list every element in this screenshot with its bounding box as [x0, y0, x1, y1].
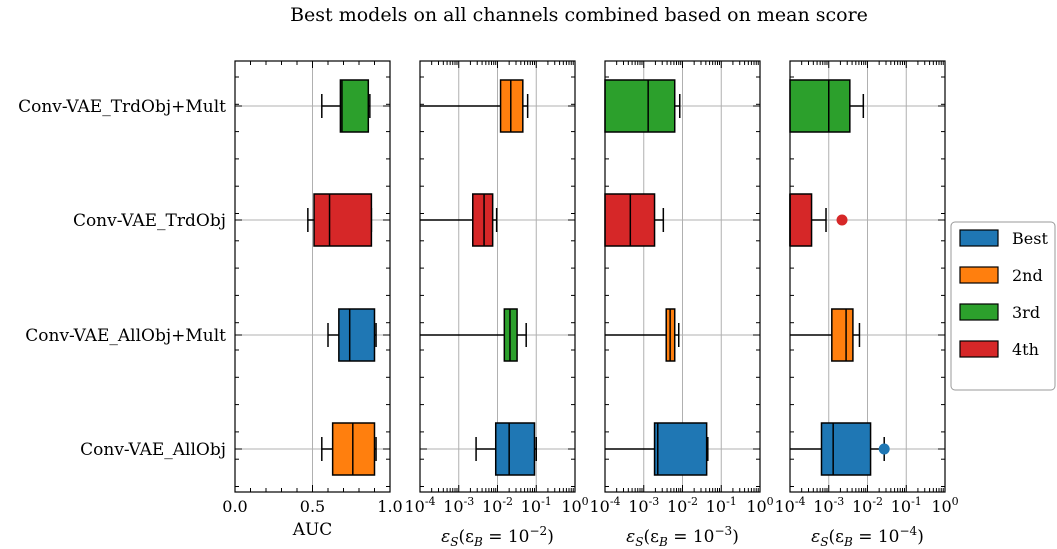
- panel: 10-4 10-3 10-2 10-1 100 εS(εB = 10−4): [774, 60, 959, 549]
- box-iqr: [789, 193, 813, 247]
- x-axis-label-part: ε: [441, 527, 450, 547]
- tick-label: 10-2: [667, 495, 698, 516]
- x-axis-label-part: S: [820, 535, 828, 549]
- legend: Best 2nd 3rd 4th: [950, 221, 1056, 391]
- x-axis-label-part: (ε: [644, 527, 660, 547]
- tick-label: 10-3: [443, 495, 474, 516]
- x-axis-label-part: ε: [626, 527, 635, 547]
- legend-swatch: [959, 340, 999, 358]
- x-axis-label-part: ): [917, 527, 924, 547]
- legend-label: Best: [1012, 229, 1048, 248]
- box-Conv-VAE_AllObj: [605, 422, 709, 476]
- x-axis-label: εS(εB = 10−3): [626, 524, 739, 549]
- box-Conv-VAE_AllObj: [475, 422, 537, 476]
- x-axis-label-part: ): [732, 527, 739, 547]
- box-Conv-VAE_AllObj+Mult: [327, 308, 377, 362]
- x-axis-label-part: −2: [529, 524, 547, 538]
- chart-title: Best models on all channels combined bas…: [290, 4, 868, 26]
- legend-swatch: [959, 266, 999, 284]
- category-label: Conv-VAE_AllObj+Mult: [25, 326, 226, 346]
- tick-label: 1.0: [377, 497, 402, 516]
- x-axis-label-part: B: [473, 535, 483, 549]
- box-Conv-VAE_TrdObj: [789, 193, 848, 247]
- legend-label: 2nd: [1012, 266, 1043, 285]
- box-iqr: [653, 422, 708, 476]
- box-iqr: [472, 193, 494, 247]
- x-axis-label-part: B: [658, 535, 668, 549]
- box-Conv-VAE_AllObj: [790, 422, 890, 476]
- tick-label: 10-3: [628, 495, 659, 516]
- panel: 0.0 0.5 1.0 AUC: [222, 60, 403, 540]
- legend-swatch: [959, 303, 999, 321]
- x-axis-label-part: = 10: [483, 527, 530, 547]
- x-axis-label-part: −3: [714, 524, 732, 538]
- box-Conv-VAE_AllObj+Mult: [790, 308, 861, 362]
- tick-label: 10-2: [852, 495, 883, 516]
- outlier-point: [836, 214, 848, 226]
- axes-frame: [604, 60, 761, 493]
- x-axis-label-part: S: [635, 535, 643, 549]
- tick-label: 10-1: [891, 495, 922, 516]
- tick-label: 0.0: [222, 497, 247, 516]
- x-axis-label-part: S: [450, 535, 458, 549]
- box-iqr: [831, 308, 854, 362]
- box-iqr: [789, 79, 851, 133]
- tick-label: 10-4: [774, 495, 805, 516]
- legend-label: 3rd: [1012, 303, 1040, 322]
- box-iqr: [313, 193, 373, 247]
- x-axis-label-part: (ε: [829, 527, 845, 547]
- box-Conv-VAE_TrdObj+Mult: [604, 79, 681, 133]
- box-Conv-VAE_AllObj+Mult: [605, 308, 680, 362]
- tick-label: 0.5: [300, 497, 325, 516]
- axes-frame: [419, 60, 576, 493]
- box-Conv-VAE_TrdObj+Mult: [789, 79, 865, 133]
- box-Conv-VAE_TrdObj: [307, 193, 373, 247]
- x-axis-label-part: (ε: [459, 527, 475, 547]
- x-axis-label-part: = 10: [853, 527, 900, 547]
- box-Conv-VAE_TrdObj+Mult: [321, 79, 371, 133]
- legend-swatch: [959, 229, 999, 247]
- box-Conv-VAE_TrdObj: [420, 193, 498, 247]
- box-iqr: [339, 79, 370, 133]
- box-iqr: [820, 422, 872, 476]
- tick-label: 10-4: [404, 495, 435, 516]
- box-iqr: [604, 79, 676, 133]
- category-label: Conv-VAE_AllObj: [80, 440, 226, 460]
- panel: 10-4 10-3 10-2 10-1 100 εS(εB = 10−2): [404, 60, 589, 549]
- box-Conv-VAE_AllObj+Mult: [420, 308, 527, 362]
- x-axis-label: εS(εB = 10−4): [811, 524, 924, 549]
- category-label: Conv-VAE_TrdObj+Mult: [18, 97, 226, 117]
- axes-frame: [789, 60, 946, 493]
- category-labels: Conv-VAE_TrdObj+Mult Conv-VAE_TrdObj Conv-…: [18, 97, 226, 460]
- box-Conv-VAE_TrdObj+Mult: [420, 79, 529, 133]
- tick-label: 10-2: [482, 495, 513, 516]
- panel: 10-4 10-3 10-2 10-1 100 εS(εB = 10−3): [589, 60, 774, 549]
- box-Conv-VAE_AllObj: [321, 422, 377, 476]
- tick-label: 10-1: [521, 495, 552, 516]
- category-label: Conv-VAE_TrdObj: [73, 211, 226, 231]
- box-iqr: [331, 422, 376, 476]
- box-iqr: [494, 422, 536, 476]
- box-iqr: [338, 308, 376, 362]
- axes-frame: [234, 60, 391, 493]
- tick-label: 100: [931, 495, 958, 516]
- box-Conv-VAE_TrdObj: [604, 193, 665, 247]
- tick-label: 10-1: [706, 495, 737, 516]
- x-axis-label-part: B: [843, 535, 853, 549]
- tick-label: 100: [561, 495, 588, 516]
- x-axis-label-part: −4: [899, 524, 917, 538]
- x-axis-label: AUC: [292, 520, 333, 540]
- outlier-point: [878, 443, 890, 455]
- tick-label: 10-3: [813, 495, 844, 516]
- x-axis-label-part: ε: [811, 527, 820, 547]
- x-axis-label-part: = 10: [668, 527, 715, 547]
- x-axis-label: εS(εB = 10−2): [441, 524, 554, 549]
- legend-label: 4th: [1012, 340, 1039, 359]
- tick-label: 100: [746, 495, 773, 516]
- box-iqr: [499, 79, 524, 133]
- tick-label: 10-4: [589, 495, 620, 516]
- x-axis-label-part: ): [547, 527, 554, 547]
